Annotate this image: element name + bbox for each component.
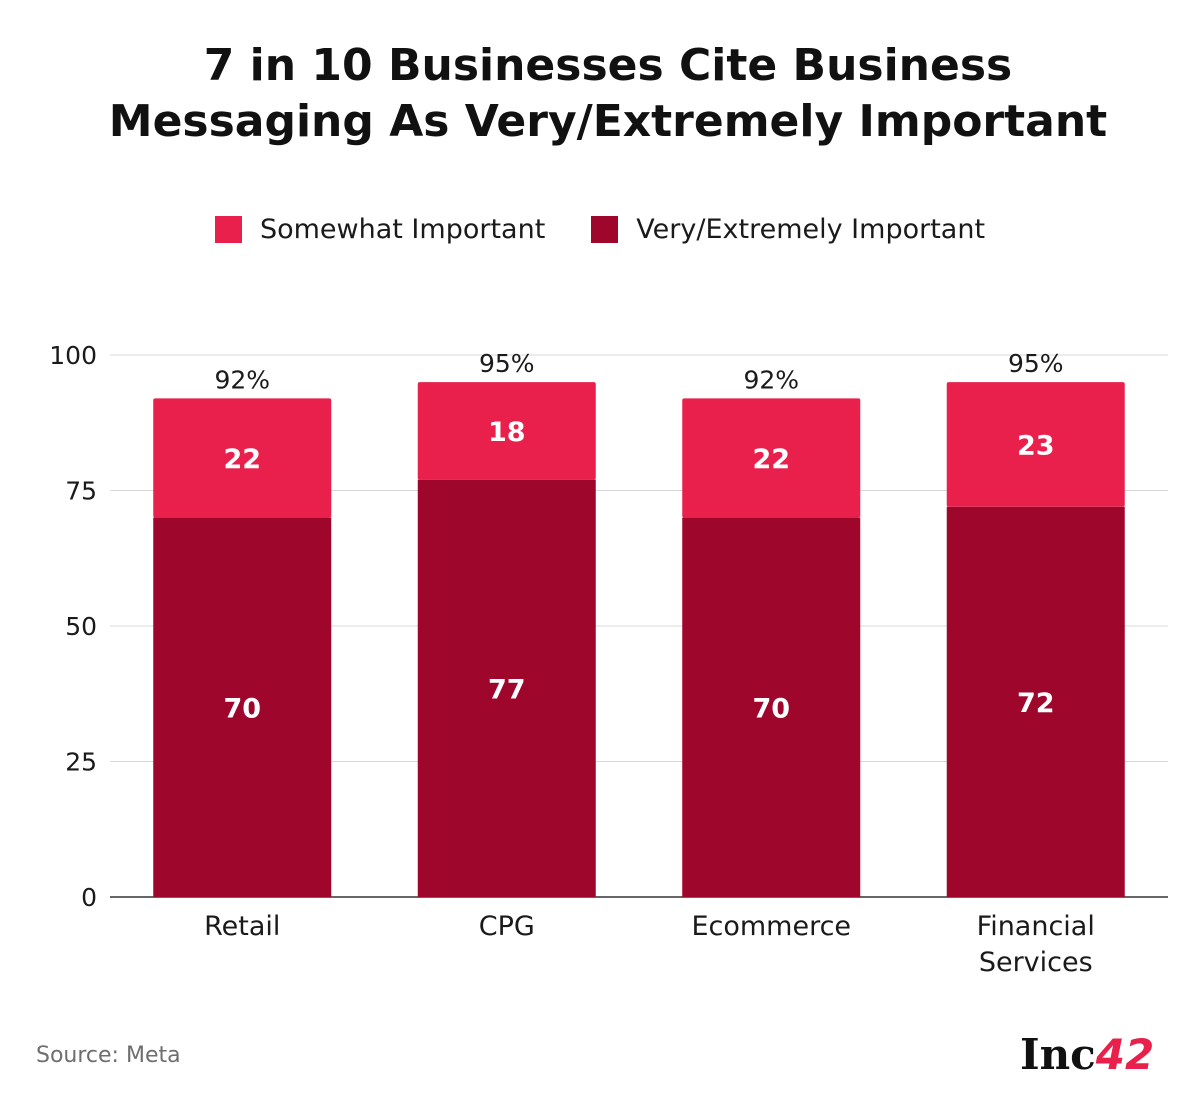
- bar-total-label: 92%: [214, 365, 270, 394]
- legend-label-very: Very/Extremely Important: [636, 214, 986, 245]
- x-tick-label: Retail: [204, 911, 280, 942]
- x-tick-label: Ecommerce: [691, 911, 851, 942]
- bar-somewhat: [153, 398, 332, 518]
- bar-value-label: 77: [488, 674, 526, 705]
- bar-total-label: 95%: [1008, 349, 1064, 378]
- bar-total-label: 95%: [479, 349, 535, 378]
- logo-number: 42: [1095, 1030, 1155, 1079]
- logo-text: Inc: [1020, 1030, 1096, 1079]
- chart-title-line-1: 7 in 10 Businesses Cite Business: [203, 40, 1013, 91]
- bar-total-label: 92%: [743, 365, 799, 394]
- bar-value-label: 22: [752, 444, 790, 475]
- y-tick-label: 75: [65, 477, 97, 506]
- chart-title-line-2: Messaging As Very/Extremely Important: [108, 96, 1108, 147]
- source-note: Source: Meta: [36, 1043, 181, 1068]
- bar-value-label: 72: [1017, 688, 1055, 719]
- y-tick-label: 100: [49, 341, 97, 370]
- bar-very: [946, 506, 1125, 897]
- bar-somewhat: [682, 398, 861, 518]
- x-tick-label: CPG: [479, 911, 535, 942]
- brand-logo: Inc42: [1020, 1030, 1154, 1079]
- legend-swatch-very: [591, 216, 619, 243]
- bar-somewhat: [417, 382, 596, 480]
- y-tick-label: 50: [65, 612, 97, 641]
- legend-item-somewhat: Somewhat Important: [214, 214, 546, 245]
- bar-very: [417, 479, 596, 897]
- chart-legend: Somewhat Important Very/Extremely Import…: [0, 214, 1200, 245]
- legend-item-very: Very/Extremely Important: [591, 214, 985, 245]
- bar-value-label: 18: [488, 417, 526, 448]
- bar-very: [153, 517, 332, 897]
- x-tick-label: Financial: [977, 911, 1095, 942]
- y-tick-label: 0: [81, 883, 97, 912]
- chart-title: 7 in 10 Businesses Cite Business Messagi…: [40, 38, 1176, 150]
- legend-swatch-somewhat: [214, 216, 242, 243]
- legend-label-somewhat: Somewhat Important: [259, 214, 546, 245]
- bar-value-label: 22: [223, 444, 261, 475]
- x-tick-label: Services: [979, 947, 1093, 978]
- bar-very: [682, 517, 861, 897]
- bar-value-label: 23: [1017, 430, 1055, 461]
- y-tick-label: 25: [65, 748, 97, 777]
- bar-somewhat: [946, 382, 1125, 507]
- bar-value-label: 70: [752, 693, 790, 724]
- bar-value-label: 70: [223, 693, 261, 724]
